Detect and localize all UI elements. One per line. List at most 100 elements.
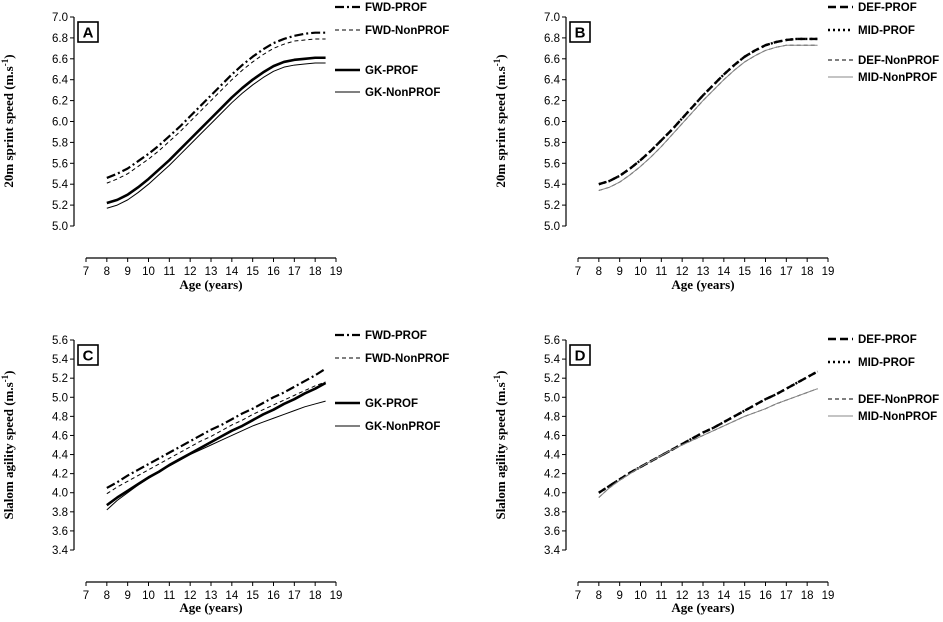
series-line-def-prof bbox=[598, 37, 818, 186]
panel-d: 3.43.63.84.04.24.44.64.85.05.25.45.67 8 9 1… bbox=[492, 334, 939, 615]
y-tick-label: 5.4 bbox=[52, 354, 69, 366]
x-tick-label: 7 bbox=[575, 590, 581, 602]
y-tick-label: 5.2 bbox=[544, 200, 560, 212]
x-tick-label: 15 bbox=[738, 266, 751, 278]
x-tick-label: 18 bbox=[309, 590, 322, 602]
panel-label: D bbox=[575, 348, 586, 365]
y-tick-label: 6.4 bbox=[52, 75, 69, 87]
x-tick-label: 12 bbox=[184, 590, 197, 602]
x-tick-label: 16 bbox=[267, 590, 280, 602]
x-tick-label: 12 bbox=[676, 590, 689, 602]
x-axis-label: Age (years) bbox=[179, 600, 242, 615]
y-tick-label: 6.8 bbox=[52, 33, 68, 45]
y-tick-label: 5.2 bbox=[52, 200, 68, 212]
x-axis-label: Age (years) bbox=[671, 600, 734, 615]
y-tick-label: 5.4 bbox=[52, 179, 69, 191]
y-tick-label: 5.6 bbox=[52, 158, 68, 170]
series-line-def-nonprof bbox=[598, 388, 818, 498]
legend-label: MID-PROF bbox=[858, 25, 915, 37]
y-axis-label: 20m sprint speed (m.s-1) bbox=[492, 54, 508, 187]
y-axis-label: 20m sprint speed (m.s-1) bbox=[0, 54, 16, 187]
y-tick-label: 4.4 bbox=[52, 450, 69, 462]
y-axis-label: Slalom agility speed (m.s-1) bbox=[492, 370, 508, 519]
series-line-mid-prof bbox=[598, 370, 819, 494]
panel-label: B bbox=[575, 25, 586, 42]
x-tick-label: 19 bbox=[822, 266, 835, 278]
x-tick-label: 14 bbox=[717, 590, 730, 602]
x-tick-label: 11 bbox=[655, 590, 667, 602]
y-tick-label: 5.2 bbox=[52, 373, 68, 385]
x-tick-label: 14 bbox=[225, 590, 238, 602]
series-line-gk-nonprof bbox=[106, 62, 326, 209]
legend-label: MID-NonPROF bbox=[858, 72, 937, 84]
series-line-gk-nonprof bbox=[106, 400, 326, 511]
y-tick-label: 4.6 bbox=[544, 430, 560, 442]
x-axis-label: Age (years) bbox=[179, 277, 242, 292]
series-line-fwd-prof bbox=[106, 367, 327, 489]
x-tick-label: 12 bbox=[676, 266, 689, 278]
legend-label: DEF-PROF bbox=[858, 334, 917, 346]
y-tick-label: 6.8 bbox=[544, 33, 560, 45]
x-tick-label: 14 bbox=[225, 266, 238, 278]
x-tick-label: 7 bbox=[575, 266, 581, 278]
x-tick-label: 11 bbox=[163, 590, 175, 602]
legend-label: FWD-PROF bbox=[365, 2, 427, 14]
x-tick-label: 18 bbox=[801, 266, 814, 278]
x-tick-label: 7 bbox=[83, 266, 89, 278]
legend-label: FWD-PROF bbox=[365, 330, 427, 342]
y-tick-label: 7.0 bbox=[544, 12, 560, 24]
y-tick-label: 4.0 bbox=[52, 488, 68, 500]
legend-label: DEF-PROF bbox=[858, 2, 917, 14]
panel-label-box bbox=[77, 21, 99, 43]
series-line-mid-nonprof bbox=[598, 388, 818, 498]
x-tick-label: 13 bbox=[697, 266, 710, 278]
legend-label: DEF-NonPROF bbox=[858, 55, 939, 67]
x-tick-label: 7 bbox=[83, 590, 89, 602]
x-tick-label: 17 bbox=[288, 266, 301, 278]
y-axis-label: Slalom agility speed (m.s-1) bbox=[0, 370, 16, 519]
panel-label-box bbox=[569, 21, 591, 43]
y-tick-label: 5.8 bbox=[52, 137, 68, 149]
y-tick-label: 5.6 bbox=[544, 158, 560, 170]
series-line-mid-nonprof bbox=[598, 44, 818, 191]
x-tick-label: 17 bbox=[780, 590, 793, 602]
x-axis-label: Age (years) bbox=[671, 277, 734, 292]
legend-label: MID-NonPROF bbox=[858, 411, 937, 423]
y-tick-label: 7.0 bbox=[52, 12, 68, 24]
x-tick-label: 15 bbox=[738, 590, 751, 602]
y-tick-label: 4.8 bbox=[544, 411, 560, 423]
x-tick-label: 15 bbox=[246, 590, 259, 602]
y-tick-label: 6.6 bbox=[52, 54, 68, 66]
y-tick-label: 5.6 bbox=[52, 335, 68, 347]
series-line-fwd-nonprof bbox=[106, 38, 326, 184]
panel-c: 3.43.63.84.04.24.44.64.85.05.25.45.67 8 9 1… bbox=[0, 330, 449, 615]
x-tick-label: 11 bbox=[163, 266, 175, 278]
x-tick-label: 8 bbox=[596, 590, 602, 602]
y-tick-label: 5.6 bbox=[544, 335, 560, 347]
legend-label: GK-PROF bbox=[365, 65, 418, 77]
y-tick-label: 3.4 bbox=[52, 545, 69, 557]
x-tick-label: 8 bbox=[596, 266, 602, 278]
y-tick-label: 5.8 bbox=[544, 137, 560, 149]
x-tick-label: 8 bbox=[104, 590, 110, 602]
y-tick-label: 5.0 bbox=[544, 392, 560, 404]
x-tick-label: 19 bbox=[330, 266, 343, 278]
y-tick-label: 4.2 bbox=[544, 469, 560, 481]
y-tick-label: 3.8 bbox=[52, 507, 68, 519]
panel-label: C bbox=[83, 348, 94, 365]
x-tick-label: 8 bbox=[104, 266, 110, 278]
x-tick-label: 17 bbox=[288, 590, 301, 602]
x-tick-label: 13 bbox=[205, 590, 218, 602]
x-tick-label: 18 bbox=[801, 590, 814, 602]
x-tick-label: 10 bbox=[142, 590, 155, 602]
x-tick-label: 13 bbox=[697, 590, 710, 602]
x-tick-label: 18 bbox=[309, 266, 322, 278]
y-tick-label: 3.6 bbox=[52, 526, 68, 538]
x-tick-label: 16 bbox=[759, 590, 772, 602]
x-tick-label: 12 bbox=[184, 266, 197, 278]
legend-label: GK-NonPROF bbox=[365, 421, 440, 433]
series-line-def-prof bbox=[598, 370, 819, 494]
y-tick-label: 5.2 bbox=[544, 373, 560, 385]
y-tick-label: 5.4 bbox=[544, 179, 561, 191]
